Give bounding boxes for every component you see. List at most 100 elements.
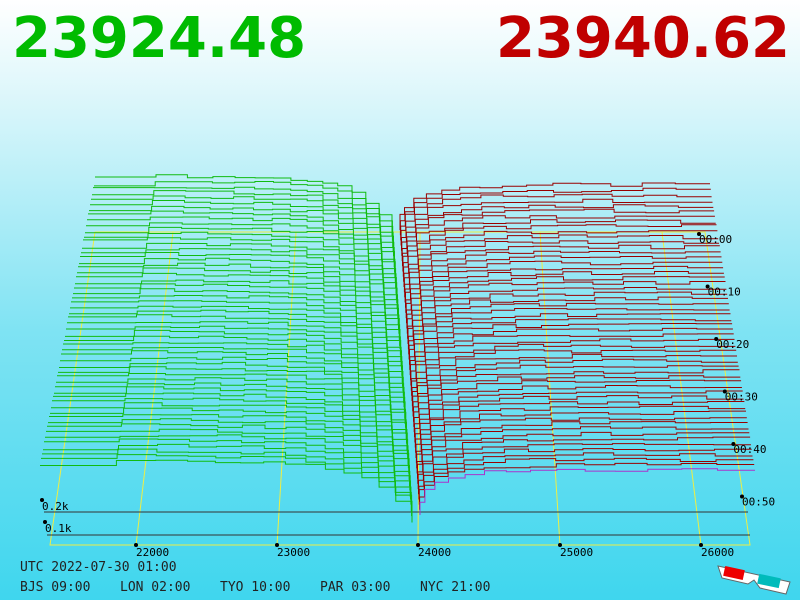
- bid-depth: [66, 325, 403, 387]
- bid-depth: [46, 428, 411, 491]
- bid-depth: [62, 347, 405, 408]
- ask-depth: [409, 318, 732, 365]
- bid-depth: [79, 257, 399, 319]
- tick-dot: [731, 442, 736, 446]
- ask-depth: [403, 234, 719, 282]
- ask-depth: [404, 255, 722, 303]
- city-time: BJS 09:00: [20, 580, 91, 595]
- bid-depth: [58, 366, 406, 428]
- tick-dot: [40, 498, 44, 502]
- ask-price: 23940.62: [495, 6, 790, 71]
- ask-depth: [402, 219, 716, 267]
- ask-depth: [408, 308, 730, 355]
- bid-depth: [41, 454, 413, 517]
- city-time: LON 02:00: [120, 580, 191, 595]
- ask-depth: [401, 204, 714, 251]
- time-label: 00:50: [742, 496, 775, 509]
- ask-depth: [417, 436, 751, 484]
- bid-depth: [87, 216, 396, 278]
- bid-depth: [49, 414, 410, 474]
- time-label: 00:30: [725, 391, 758, 404]
- ask-depth: [418, 457, 754, 505]
- ask-depth: [402, 224, 717, 272]
- ask-depth: [415, 405, 746, 453]
- bid-depth: [60, 356, 406, 419]
- bid-depth: [43, 443, 412, 505]
- bid-depth: [92, 190, 394, 252]
- floor-grid: [49, 231, 751, 546]
- ask-depth: [399, 182, 710, 230]
- price-label: 23000: [277, 546, 310, 559]
- tick-dot: [705, 284, 710, 289]
- ask-depth: [409, 323, 733, 370]
- tick-dot: [740, 494, 744, 499]
- ask-depth: [418, 448, 752, 495]
- bid-depth: [71, 300, 402, 361]
- ask-depth: [410, 338, 735, 386]
- bid-depth: [80, 252, 398, 315]
- ask-depth: [407, 291, 728, 339]
- ask-depth: [408, 313, 731, 360]
- bid-depth: [93, 186, 394, 248]
- tick-dot: [134, 543, 138, 547]
- ask-depth: [405, 271, 724, 319]
- ask-depth: [402, 230, 718, 277]
- ask-depth: [418, 452, 753, 500]
- ask-depth: [411, 358, 738, 407]
- bid-depth: [85, 226, 397, 288]
- ask-depth: [412, 364, 739, 412]
- bid-price: 23924.48: [12, 6, 307, 71]
- ask-depth: [416, 426, 749, 474]
- bid-depth: [95, 174, 393, 236]
- ask-depth: [419, 462, 755, 510]
- tick-dot: [697, 232, 701, 236]
- bid-depth: [61, 350, 405, 413]
- bid-depth: [45, 434, 411, 497]
- bid-depth: [44, 438, 411, 500]
- bid-depth: [74, 283, 401, 346]
- depth-label: 0.2k: [42, 500, 69, 513]
- bid-depth: [48, 418, 410, 480]
- bid-depth: [78, 262, 399, 326]
- tick-dot: [714, 337, 719, 341]
- ask-depth: [413, 379, 742, 427]
- ask-depth: [413, 375, 741, 422]
- bid-depth: [89, 205, 395, 268]
- ask-depth: [405, 265, 724, 313]
- bid-depth: [83, 237, 397, 300]
- grid-line: [276, 231, 297, 546]
- bid-depth: [54, 386, 408, 451]
- time-label: 00:20: [716, 338, 749, 351]
- city-time: NYC 21:00: [420, 580, 491, 595]
- bid-depth: [72, 295, 401, 356]
- ask-depth: [411, 353, 737, 401]
- bid-depth: [68, 314, 403, 376]
- ask-depth: [403, 240, 719, 287]
- tick-dot: [722, 389, 727, 394]
- bid-depth: [55, 382, 407, 444]
- ask-depth: [409, 327, 733, 376]
- ask-depth: [407, 296, 728, 344]
- bid-depth: [91, 195, 394, 257]
- bid-depth: [69, 309, 402, 370]
- bid-depth: [90, 200, 395, 262]
- city-time: PAR 03:00: [320, 580, 391, 595]
- bid-depth: [73, 288, 401, 349]
- grid-line: [661, 231, 702, 546]
- ask-depth: [404, 250, 721, 298]
- ask-depth: [406, 276, 725, 324]
- ask-depth: [416, 421, 748, 469]
- ask-depth: [419, 468, 755, 515]
- tick-dot: [699, 543, 703, 547]
- ask-depth: [405, 260, 723, 308]
- ask-depth: [406, 281, 726, 329]
- tick-dot: [558, 543, 562, 547]
- bid-depth: [84, 231, 397, 294]
- 3d-glasses-icon: [717, 565, 791, 595]
- utc-time: UTC 2022-07-30 01:00: [20, 560, 177, 575]
- ask-depth: [415, 417, 747, 464]
- price-label: 26000: [701, 546, 734, 559]
- time-label: 00:00: [699, 233, 732, 246]
- ask-depth: [411, 349, 737, 396]
